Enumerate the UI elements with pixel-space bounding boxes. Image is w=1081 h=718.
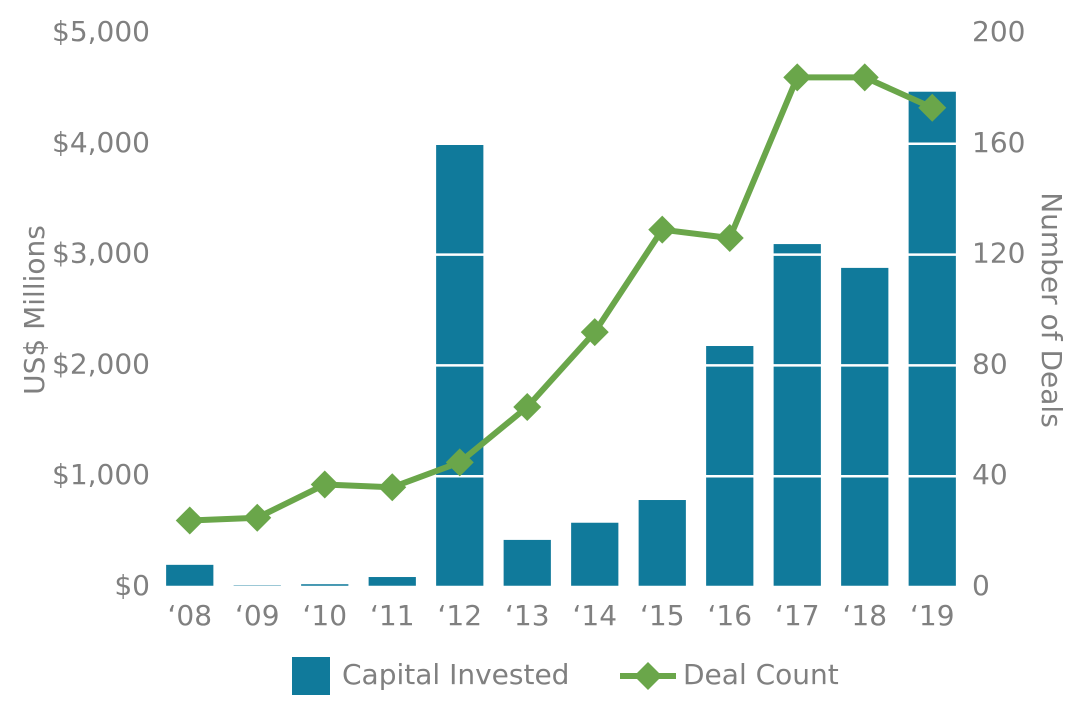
x-tick-label: ‘14 (572, 599, 617, 632)
bar (503, 539, 551, 587)
y2-tick-label: 80 (972, 347, 1008, 380)
x-tick-label: ‘13 (505, 599, 550, 632)
y2-tick-label: 160 (972, 126, 1025, 159)
x-tick-label: ‘15 (640, 599, 685, 632)
bar (908, 91, 956, 587)
y2-tick-label: 120 (972, 237, 1025, 270)
x-tick-label: ‘16 (707, 599, 752, 632)
y-tick-label: $3,000 (52, 237, 150, 270)
marker (715, 223, 744, 252)
marker (918, 93, 947, 122)
marker (378, 473, 407, 502)
bar (638, 500, 686, 587)
bar (841, 267, 889, 587)
marker (580, 318, 609, 347)
x-tick-label: ‘10 (302, 599, 347, 632)
bar (706, 346, 754, 587)
marker (310, 470, 339, 499)
legend-label: Deal Count (683, 658, 839, 691)
x-tick-label: ‘12 (437, 599, 482, 632)
marker (445, 448, 474, 477)
y-tick-label: $0 (114, 569, 150, 602)
y-tick-label: $1,000 (52, 458, 150, 491)
y-tick-label: $4,000 (52, 126, 150, 159)
y-tick-label: $5,000 (52, 15, 150, 48)
legend-swatch (292, 657, 330, 695)
legend-label: Capital Invested (342, 658, 569, 691)
marker (648, 215, 677, 244)
y2-axis-title: Number of Deals (1035, 192, 1068, 428)
bar (571, 522, 619, 587)
marker (850, 63, 879, 92)
marker (783, 63, 812, 92)
legend-marker (634, 662, 662, 690)
bar (773, 244, 821, 587)
y2-tick-label: 200 (972, 15, 1025, 48)
y-tick-label: $2,000 (52, 347, 150, 380)
bar (368, 577, 416, 587)
bar (301, 584, 349, 587)
x-tick-label: ‘18 (842, 599, 887, 632)
x-tick-label: ‘11 (370, 599, 415, 632)
x-tick-label: ‘08 (167, 599, 212, 632)
y-axis-title: US$ Millions (18, 225, 51, 395)
y2-tick-label: 40 (972, 458, 1008, 491)
y2-tick-label: 0 (972, 569, 990, 602)
marker (513, 392, 542, 421)
x-tick-label: ‘17 (775, 599, 820, 632)
x-tick-label: ‘19 (910, 599, 955, 632)
marker (175, 506, 204, 535)
bar (166, 564, 214, 587)
marker (243, 503, 272, 532)
x-tick-label: ‘09 (235, 599, 280, 632)
